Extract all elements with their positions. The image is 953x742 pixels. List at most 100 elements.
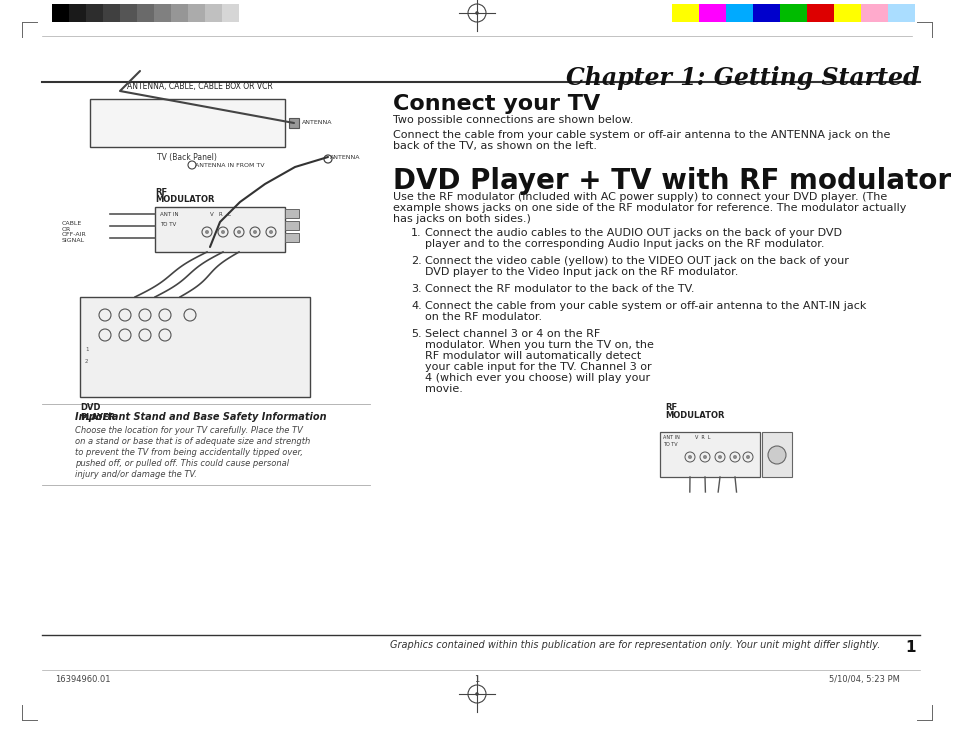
Text: DVD: DVD xyxy=(80,403,100,412)
Circle shape xyxy=(236,230,241,234)
Text: to prevent the TV from being accidentally tipped over,: to prevent the TV from being accidentall… xyxy=(75,448,302,457)
Bar xyxy=(137,4,153,22)
Text: modulator. When you turn the TV on, the: modulator. When you turn the TV on, the xyxy=(424,340,653,350)
Text: Chapter 1: Getting Started: Chapter 1: Getting Started xyxy=(566,66,919,90)
Text: Connect the RF modulator to the back of the TV.: Connect the RF modulator to the back of … xyxy=(424,284,694,294)
Text: 4 (which ever you choose) will play your: 4 (which ever you choose) will play your xyxy=(424,373,649,383)
Text: example shows jacks on one side of the RF modulator for reference. The modulator: example shows jacks on one side of the R… xyxy=(393,203,905,213)
Bar xyxy=(833,4,861,22)
Text: on a stand or base that is of adequate size and strength: on a stand or base that is of adequate s… xyxy=(75,437,310,446)
Text: Two possible connections are shown below.: Two possible connections are shown below… xyxy=(393,115,633,125)
Text: ANT IN: ANT IN xyxy=(160,212,178,217)
Text: TO TV: TO TV xyxy=(662,442,677,447)
Bar xyxy=(671,4,699,22)
Text: Use the RF modulator (included with AC power supply) to connect your DVD player.: Use the RF modulator (included with AC p… xyxy=(393,192,886,202)
Text: 2: 2 xyxy=(85,359,89,364)
Bar xyxy=(69,4,86,22)
Circle shape xyxy=(687,455,691,459)
Text: Connect the cable from your cable system or off-air antenna to the ANT-IN jack: Connect the cable from your cable system… xyxy=(424,301,865,311)
Text: your cable input for the TV. Channel 3 or: your cable input for the TV. Channel 3 o… xyxy=(424,362,651,372)
Text: 2.: 2. xyxy=(411,256,421,266)
Circle shape xyxy=(732,455,737,459)
Text: Graphics contained within this publication are for representation only. Your uni: Graphics contained within this publicati… xyxy=(390,640,880,650)
Text: ANTENNA, CABLE, CABLE BOX OR VCR: ANTENNA, CABLE, CABLE BOX OR VCR xyxy=(127,82,273,91)
Bar xyxy=(887,4,914,22)
Text: 4.: 4. xyxy=(411,301,421,311)
Text: TV (Back Panel): TV (Back Panel) xyxy=(157,153,216,162)
Bar xyxy=(699,4,725,22)
Text: MODULATOR: MODULATOR xyxy=(154,195,214,204)
Text: back of the TV, as shown on the left.: back of the TV, as shown on the left. xyxy=(393,141,597,151)
Bar xyxy=(285,209,298,218)
Text: movie.: movie. xyxy=(424,384,462,394)
Bar xyxy=(659,432,760,477)
Text: DVD Player + TV with RF modulator: DVD Player + TV with RF modulator xyxy=(393,167,950,195)
Text: 16394960.01: 16394960.01 xyxy=(55,675,111,684)
Text: on the RF modulator.: on the RF modulator. xyxy=(424,312,541,322)
Text: PLAYER: PLAYER xyxy=(80,413,115,422)
Bar xyxy=(806,4,833,22)
Bar xyxy=(780,4,806,22)
Text: ANTENNA: ANTENNA xyxy=(302,119,333,125)
Bar xyxy=(239,4,255,22)
Bar xyxy=(285,221,298,230)
Circle shape xyxy=(767,446,785,464)
Text: Connect the audio cables to the AUDIO OUT jacks on the back of your DVD: Connect the audio cables to the AUDIO OU… xyxy=(424,228,841,238)
Text: 3.: 3. xyxy=(411,284,421,294)
Text: DVD player to the Video Input jack on the RF modulator.: DVD player to the Video Input jack on th… xyxy=(424,267,738,277)
Circle shape xyxy=(702,455,706,459)
Circle shape xyxy=(745,455,749,459)
Bar xyxy=(103,4,120,22)
Circle shape xyxy=(718,455,721,459)
Text: Connect the video cable (yellow) to the VIDEO OUT jack on the back of your: Connect the video cable (yellow) to the … xyxy=(424,256,848,266)
Text: Connect your TV: Connect your TV xyxy=(393,94,599,114)
Bar xyxy=(205,4,222,22)
Text: 1: 1 xyxy=(474,675,479,684)
Text: RF modulator will automatically detect: RF modulator will automatically detect xyxy=(424,351,640,361)
Text: 5.: 5. xyxy=(411,329,421,339)
Text: has jacks on both sides.): has jacks on both sides.) xyxy=(393,214,530,224)
Text: injury and/or damage the TV.: injury and/or damage the TV. xyxy=(75,470,196,479)
Text: ANTENNA: ANTENNA xyxy=(330,155,360,160)
Text: V  R  L: V R L xyxy=(695,435,710,440)
Bar xyxy=(725,4,752,22)
Text: pushed off, or pulled off. This could cause personal: pushed off, or pulled off. This could ca… xyxy=(75,459,289,468)
Bar xyxy=(861,4,887,22)
Circle shape xyxy=(475,11,478,15)
Bar xyxy=(289,118,298,128)
Circle shape xyxy=(205,230,209,234)
Bar xyxy=(52,4,69,22)
Text: MODULATOR: MODULATOR xyxy=(664,411,723,420)
Circle shape xyxy=(475,692,478,696)
Bar xyxy=(154,207,285,252)
Bar xyxy=(120,4,137,22)
Text: ANTENNA IN FROM TV: ANTENNA IN FROM TV xyxy=(194,163,264,168)
Text: 1: 1 xyxy=(85,347,89,352)
Text: Select channel 3 or 4 on the RF: Select channel 3 or 4 on the RF xyxy=(424,329,599,339)
Circle shape xyxy=(269,230,273,234)
Text: V   R   L: V R L xyxy=(210,212,231,217)
Circle shape xyxy=(221,230,225,234)
Circle shape xyxy=(253,230,256,234)
Bar xyxy=(153,4,171,22)
Text: player and to the corresponding Audio Input jacks on the RF modulator.: player and to the corresponding Audio In… xyxy=(424,239,823,249)
Bar xyxy=(80,297,310,397)
Text: Connect the cable from your cable system or off-air antenna to the ANTENNA jack : Connect the cable from your cable system… xyxy=(393,130,889,140)
Text: CABLE
OR
OFF-AIR
SIGNAL: CABLE OR OFF-AIR SIGNAL xyxy=(62,221,87,243)
Bar xyxy=(86,4,103,22)
Text: 5/10/04, 5:23 PM: 5/10/04, 5:23 PM xyxy=(828,675,899,684)
Text: RF: RF xyxy=(154,188,167,197)
Text: RF: RF xyxy=(664,403,677,412)
Text: TO TV: TO TV xyxy=(160,222,176,227)
Bar xyxy=(188,4,205,22)
Text: Important Stand and Base Safety Information: Important Stand and Base Safety Informat… xyxy=(75,412,326,422)
Text: 1.: 1. xyxy=(411,228,421,238)
Bar xyxy=(752,4,780,22)
Bar xyxy=(761,432,791,477)
Bar xyxy=(171,4,188,22)
Text: ANT IN: ANT IN xyxy=(662,435,679,440)
Text: Choose the location for your TV carefully. Place the TV: Choose the location for your TV carefull… xyxy=(75,426,302,435)
Bar xyxy=(222,4,239,22)
Bar xyxy=(285,233,298,242)
Bar xyxy=(90,99,285,147)
